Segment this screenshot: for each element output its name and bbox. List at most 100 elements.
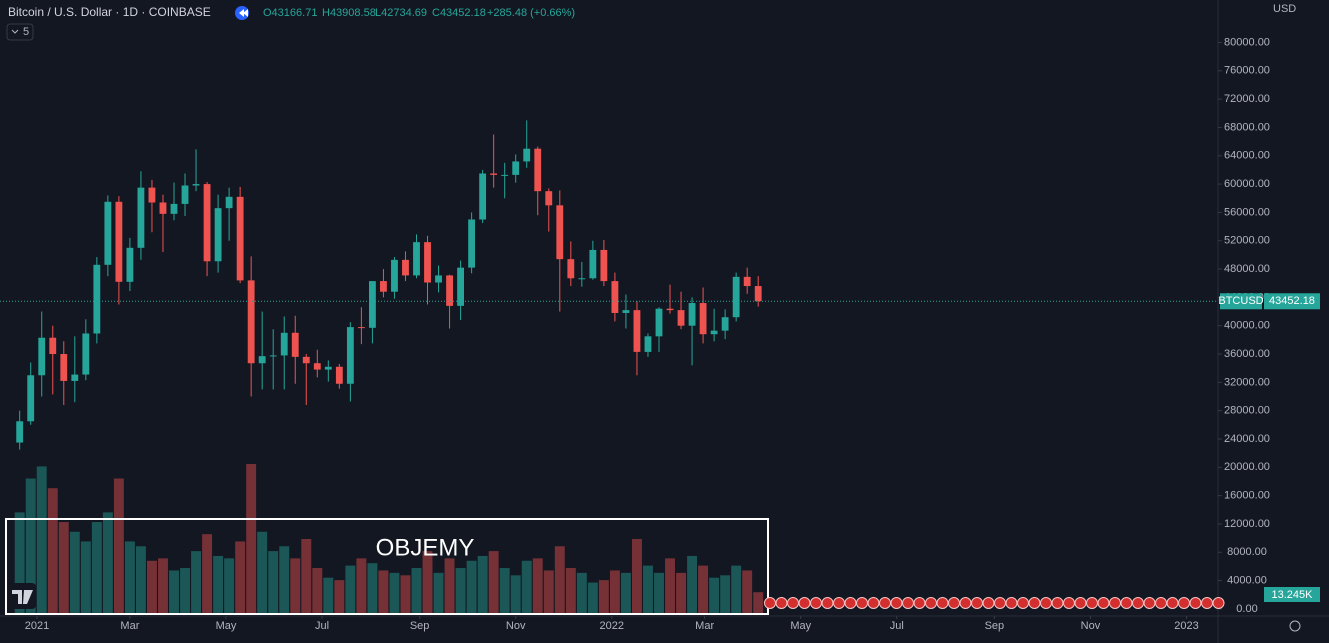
volume-bar	[565, 568, 576, 614]
volume-bar	[235, 541, 246, 614]
volume-bar	[312, 568, 323, 614]
volume-bar	[191, 551, 202, 614]
candle-layer	[0, 120, 1218, 450]
candle-body	[368, 281, 376, 328]
volume-bar	[47, 488, 58, 614]
volume-bar	[731, 565, 742, 614]
event-icon	[1109, 597, 1121, 609]
event-icon	[1051, 597, 1064, 609]
settings-icon[interactable]	[1289, 620, 1301, 632]
x-tick-label: Mar	[695, 620, 714, 632]
event-icon	[1074, 597, 1087, 609]
event-icon	[1132, 597, 1144, 609]
candle-body	[357, 327, 365, 329]
event-icon	[1120, 597, 1133, 609]
volume-layer	[14, 464, 764, 614]
candle-body	[203, 184, 211, 262]
y-tick-label: 64000.00	[1224, 150, 1270, 162]
event-icon	[1212, 597, 1225, 609]
volume-bar	[620, 572, 631, 614]
y-tick-label: 68000.00	[1224, 121, 1270, 133]
candle-body	[324, 366, 332, 370]
event-icon	[1040, 597, 1052, 609]
candle-body	[148, 187, 156, 203]
event-icon	[1166, 597, 1179, 609]
y-tick-label: 40000.00	[1224, 320, 1270, 332]
volume-bar	[367, 563, 378, 614]
volume-bar	[345, 565, 356, 614]
volume-bar	[268, 551, 279, 614]
volume-bar	[400, 575, 411, 614]
logo[interactable]	[12, 590, 33, 604]
volume-bar	[301, 539, 312, 614]
candle-body	[159, 202, 167, 214]
volume-bar	[654, 572, 664, 614]
volume-bar	[124, 541, 135, 614]
x-tick-label: Jul	[315, 620, 329, 632]
volume-bar	[422, 551, 433, 614]
candle-body	[677, 310, 685, 326]
candle-body	[93, 264, 101, 334]
currency-label[interactable]: USD	[1273, 3, 1296, 15]
volume-bar	[334, 580, 345, 614]
candle-body	[556, 205, 564, 260]
candle-body	[666, 308, 674, 311]
volume-tag-bg	[1264, 587, 1320, 602]
event-icon	[867, 597, 880, 609]
volume-bar	[91, 522, 102, 614]
volume-bar	[576, 572, 587, 614]
volume-bar	[169, 570, 179, 614]
candle-body	[38, 337, 46, 376]
y-tick-label: 20000.00	[1224, 461, 1270, 473]
candle-body	[49, 337, 57, 355]
candle-body	[170, 203, 178, 214]
event-icon	[1063, 597, 1075, 609]
event-icon	[798, 597, 811, 609]
candle-body	[688, 303, 696, 326]
y-tick-label: 12000.00	[1224, 518, 1270, 530]
x-tick-label: Jul	[890, 620, 904, 632]
y-tick-label: 8000.00	[1227, 546, 1267, 558]
event-icon	[810, 597, 822, 609]
x-tick-label: Sep	[410, 620, 430, 632]
volume-bar	[257, 531, 268, 614]
y-tick-label: 24000.00	[1224, 433, 1270, 445]
event-icon	[890, 597, 903, 609]
chevron	[11, 29, 19, 34]
candle-body	[743, 276, 751, 287]
x-tick-label: Sep	[985, 620, 1005, 632]
candle-body	[457, 267, 465, 306]
indicators-toggle[interactable]	[6, 23, 34, 41]
volume-bar	[69, 531, 80, 614]
event-icon	[959, 597, 972, 609]
volume-bar	[444, 558, 455, 614]
x-tick-label: Nov	[506, 620, 526, 632]
event-icon	[1028, 597, 1041, 609]
y-tick-label: 60000.00	[1224, 178, 1270, 190]
x-tick-label: 2022	[600, 620, 624, 632]
event-icon	[1017, 597, 1029, 609]
volume-bar	[102, 512, 113, 614]
candle-body	[611, 281, 619, 313]
x-tick-label: May	[216, 620, 237, 632]
y-tick-label: 0.00	[1236, 603, 1257, 615]
volume-bar	[709, 577, 720, 614]
volume-bar	[202, 534, 213, 614]
candle-body	[435, 275, 442, 283]
candle-body	[391, 259, 398, 292]
event-icon	[775, 597, 788, 609]
volume-bar	[455, 568, 466, 614]
volume-bar	[477, 555, 488, 614]
volume-bar	[698, 565, 709, 614]
ohlc-open: O43166.71	[263, 7, 317, 19]
volume-bar	[587, 582, 598, 614]
y-tick-label: 72000.00	[1224, 93, 1270, 105]
volume-bar	[389, 572, 400, 614]
candle-body	[402, 259, 409, 276]
volume-bar	[135, 546, 146, 614]
volume-bar	[720, 575, 731, 614]
candle-body	[115, 201, 123, 282]
volume-bar	[411, 568, 422, 614]
volume-bar	[36, 466, 47, 614]
